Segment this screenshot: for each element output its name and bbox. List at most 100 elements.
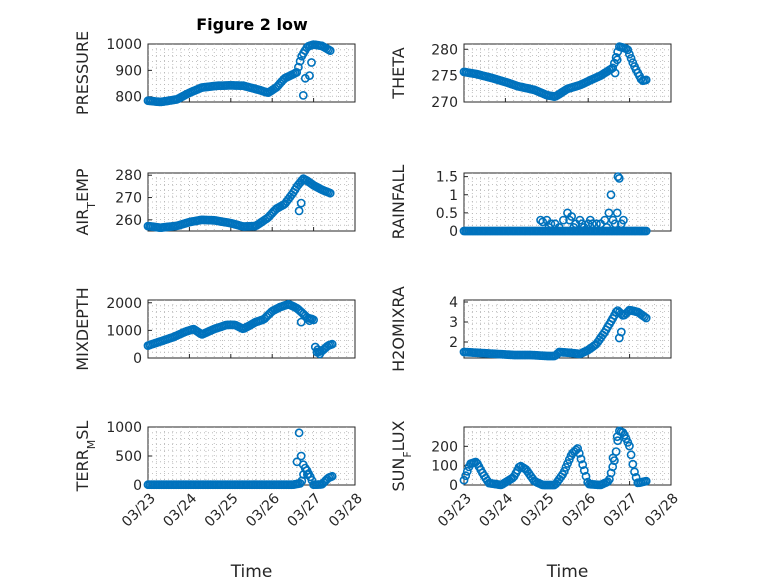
data-point [625,49,634,59]
data-point [325,188,335,198]
x-tick-label: 03/24 [476,490,516,530]
y-tick-label: 1000 [106,420,142,436]
data-point [327,339,337,349]
x-tick-label: 03/26 [243,490,283,530]
data-point [305,71,314,80]
data-point [616,327,626,337]
x-tick-label: 03/23 [119,491,159,531]
subplot-theta: 270 275 280 THETA [389,42,672,111]
y-tick-label: 4 [449,295,458,311]
data-point [302,470,312,479]
data-point [608,453,618,463]
data-point [641,313,651,323]
y-tick-label: 800 [115,90,142,106]
data-point [305,316,314,326]
data-point [614,173,624,183]
data-point [462,466,472,476]
y-tick-label: 260 [115,213,142,229]
data-point [307,58,316,67]
data-point [461,471,471,481]
y-tick-label: 280 [431,42,458,58]
y-tick-label: 500 [115,449,142,465]
data-point [296,451,306,461]
data-point [559,215,568,225]
data-point [641,226,651,236]
data-point [613,436,623,446]
subplot-h2omixra: 2 3 4 H2OMIXRA [389,286,672,372]
y-tick-label: 900 [115,63,142,79]
y-tick-label: 3 [449,315,458,331]
data-point [296,317,306,327]
y-tick-label: 0 [449,478,458,494]
data-point [296,198,306,208]
data-point [546,219,556,229]
x-tick-label: 03/23 [435,491,475,531]
data-point [626,450,636,460]
y-axis-label: SUNFLUX [389,420,414,491]
y-tick-label: 200 [431,439,458,455]
data-point [325,46,335,55]
y-tick-label: 2 [449,335,458,351]
data-point [292,68,302,77]
y-tick-label: 275 [431,69,458,85]
x-tick-label: 03/24 [160,490,200,530]
y-axis-label: PRESSURE [73,31,92,115]
data-point [298,91,308,100]
data-point [327,471,337,481]
data-point [295,56,305,66]
data-point [315,349,325,359]
data-point [630,467,639,477]
y-tick-label: 270 [115,191,142,207]
y-tick-label: 270 [431,95,458,111]
y-axis-label: THETA [389,47,408,99]
y-tick-label: 1000 [106,37,142,53]
data-point [612,432,622,442]
data-point [626,54,636,63]
data-point [641,75,651,85]
data-point [625,441,634,451]
subplot-pressure: 800 900 1000 PRESSURE [73,31,356,115]
data-point [602,222,612,232]
x-axis-label: Time [230,562,273,582]
y-tick-label: 0 [133,351,142,367]
x-tick-label: 03/25 [518,491,558,531]
data-point [294,428,304,438]
y-axis-label: RAINFALL [389,165,408,240]
x-tick-label: 03/27 [285,491,325,531]
data-point [459,475,469,485]
y-tick-label: 2000 [106,296,142,312]
data-point [592,219,601,229]
data-point [628,459,638,469]
y-tick-label: 0 [449,224,458,240]
data-point [573,444,582,453]
data-point [293,62,303,72]
subplot-terr_msl: 0 500 1000 03/23 03/24 03/25 03/26 03/27 03/28 Ti… [73,420,366,582]
data-point [641,476,651,486]
y-tick-label: 0 [133,478,142,494]
x-tick-label: 03/28 [326,491,366,531]
data-point [536,215,545,225]
y-axis-label: AIRTEMP [73,168,98,235]
y-tick-label: 100 [431,459,458,475]
data-point [574,448,584,458]
x-tick-label: 03/28 [642,491,682,531]
data-point [309,315,318,325]
data-point [619,215,628,225]
subplot-air_temp: 260 270 280 AIRTEMP [73,168,356,236]
subplot-sun_flux: 0 100 200 03/23 03/24 03/25 03/26 03/27 03/28 Tim… [389,420,682,582]
data-point [640,312,649,322]
data-point [298,460,308,470]
data-point [581,471,591,481]
data-point [538,217,548,227]
data-point [576,454,586,464]
data-point [578,460,588,470]
x-tick-label: 03/27 [601,491,641,531]
data-point [554,222,564,232]
data-point [604,208,614,218]
data-point [610,68,620,78]
data-point [613,172,623,181]
subplot-mixdepth: 0 1000 2000 MIXDEPTH [73,287,356,371]
data-point [623,45,633,55]
